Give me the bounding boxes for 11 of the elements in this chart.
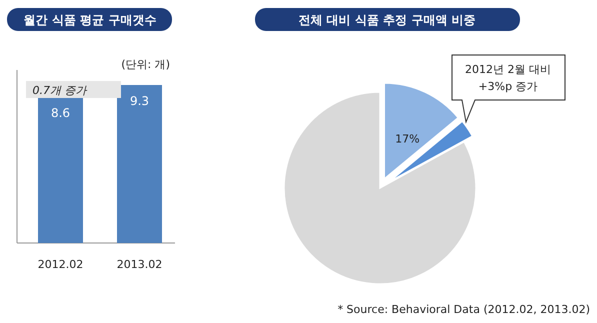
- data-label: 9.3: [130, 94, 150, 108]
- text: (단위: 개): [121, 58, 170, 71]
- annotation: 0.7개 증가: [32, 84, 88, 97]
- x-tick-label: 2012.02: [38, 258, 84, 271]
- text: 17%: [395, 132, 420, 146]
- data-label: 8.6: [50, 106, 70, 120]
- text: 2012년 2월 대비 +3%p 증가: [465, 63, 551, 93]
- text: * Source: Behavioral Data (2012.02, 2013.02): [338, 303, 590, 316]
- chart-title: 월간 식품 평균 구매갯수: [24, 13, 156, 27]
- chart-title: 전체 대비 식품 추정 구매액 비중: [298, 13, 476, 27]
- x-tick-label: 2013.02: [116, 258, 162, 271]
